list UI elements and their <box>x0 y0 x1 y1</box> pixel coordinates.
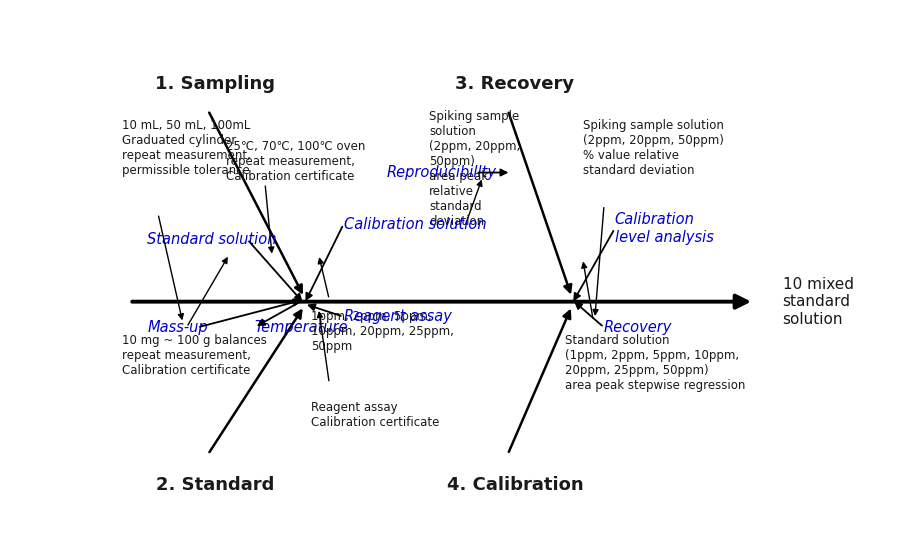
Text: Reagent assay: Reagent assay <box>344 309 451 324</box>
Text: Standard solution: Standard solution <box>147 232 276 247</box>
Text: Reproducibillty: Reproducibillty <box>387 165 496 180</box>
Text: 25℃, 70℃, 100℃ oven
repeat measurement,
Calibration certificate: 25℃, 70℃, 100℃ oven repeat measurement, … <box>226 140 365 183</box>
Text: 2. Standard: 2. Standard <box>156 476 274 494</box>
Text: Reagent assay
Calibration certificate: Reagent assay Calibration certificate <box>311 401 440 429</box>
Text: 1. Sampling: 1. Sampling <box>155 75 275 93</box>
Text: 10 mg ~ 100 g balances
repeat measurement,
Calibration certificate: 10 mg ~ 100 g balances repeat measuremen… <box>122 334 267 377</box>
Text: 10 mL, 50 mL, 100mL
Graduated cylinder
repeat measurement,
permissible tolerance: 10 mL, 50 mL, 100mL Graduated cylinder r… <box>122 119 251 177</box>
Text: Temperature: Temperature <box>254 320 348 335</box>
Text: Calibration
level analysis: Calibration level analysis <box>615 212 714 245</box>
Text: Standard solution
(1ppm, 2ppm, 5ppm, 10ppm,
20ppm, 25ppm, 50ppm)
area peak stepw: Standard solution (1ppm, 2ppm, 5ppm, 10p… <box>565 334 745 392</box>
Text: 10 mixed
standard
solution: 10 mixed standard solution <box>783 277 854 326</box>
Text: 1ppm, 2ppm, 5ppm,
10ppm, 20ppm, 25ppm,
50ppm: 1ppm, 2ppm, 5ppm, 10ppm, 20ppm, 25ppm, 5… <box>311 310 454 353</box>
Text: 4. Calibration: 4. Calibration <box>447 476 583 494</box>
Text: Calibration solution: Calibration solution <box>344 217 486 231</box>
Text: Mass-up: Mass-up <box>147 320 208 335</box>
Text: Spiking sample solution
(2ppm, 20ppm, 50ppm)
% value relative
standard deviation: Spiking sample solution (2ppm, 20ppm, 50… <box>583 119 724 177</box>
Text: 3. Recovery: 3. Recovery <box>455 75 575 93</box>
Text: Recovery: Recovery <box>604 320 672 335</box>
Text: Spiking sample
solution
(2ppm, 20ppm,
50ppm)
area peak
relative
standard
deviati: Spiking sample solution (2ppm, 20ppm, 50… <box>429 110 520 228</box>
